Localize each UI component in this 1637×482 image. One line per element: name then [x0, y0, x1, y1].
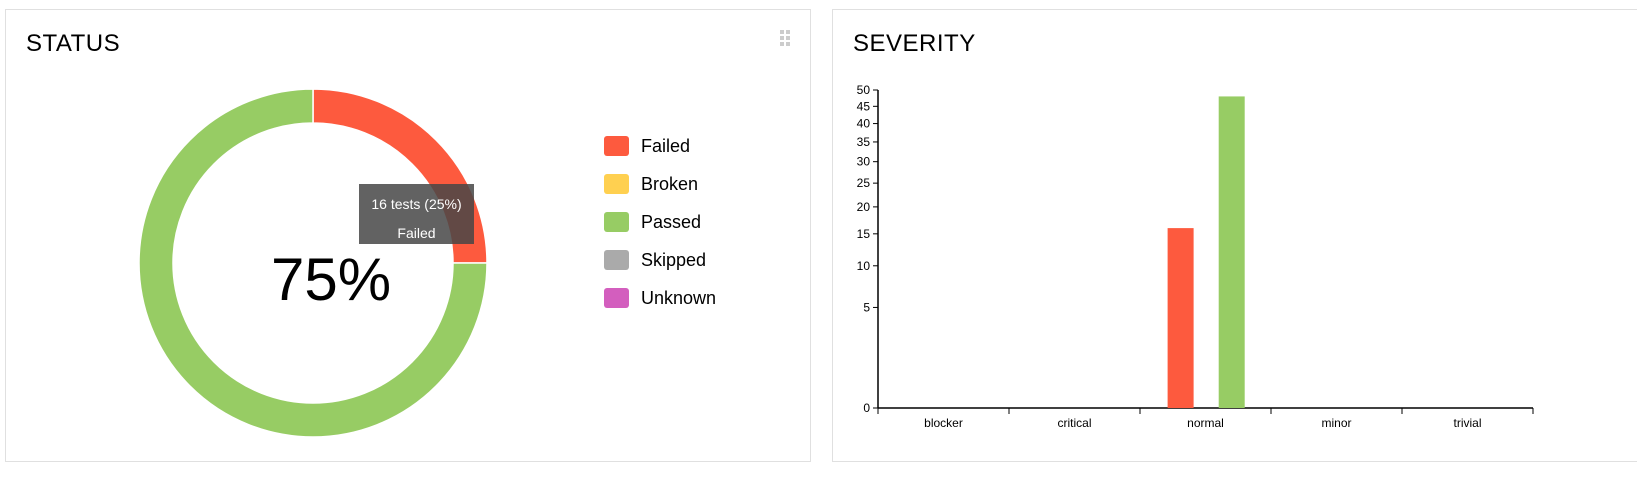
bar-normal-passed	[1218, 96, 1245, 409]
severity-widget: SEVERITY 0 5 10 15 20 25 30 35 40 45 50 blocker crit…	[832, 9, 1637, 462]
y-tick-label: 45	[857, 99, 871, 113]
y-tick-label: 15	[857, 227, 871, 241]
passed-percentage: 75%	[270, 246, 392, 313]
legend-item-unknown[interactable]: Unknown	[604, 279, 716, 317]
x-tick-label: minor	[1321, 416, 1351, 430]
donut-slice-passed[interactable]	[138, 88, 488, 438]
legend-swatch	[604, 250, 629, 270]
severity-title: SEVERITY	[853, 30, 976, 57]
legend-swatch	[604, 288, 629, 308]
legend-label: Skipped	[641, 249, 707, 270]
legend-label: Unknown	[641, 287, 717, 308]
chart-tooltip: 16 tests (25%) Failed	[359, 184, 474, 244]
status-widget: STATUS 75% 16 tests (25%) Failed Failed B…	[5, 9, 811, 462]
status-donut-chart	[138, 88, 488, 438]
x-tick-label: normal	[1187, 416, 1224, 430]
y-tick-label: 50	[857, 83, 871, 97]
y-tick-label: 35	[857, 135, 871, 149]
severity-bar-chart: 0 5 10 15 20 25 30 35 40 45 50 blocker critical norma…	[857, 83, 1534, 430]
tooltip-status: Failed	[397, 225, 436, 241]
drag-handle-icon[interactable]	[780, 30, 790, 46]
legend-label: Passed	[641, 211, 702, 232]
y-tick-label: 0	[863, 401, 870, 415]
y-tick-label: 25	[857, 176, 871, 190]
x-tick-label: critical	[1057, 416, 1091, 430]
status-title: STATUS	[26, 30, 121, 57]
y-tick-label: 30	[857, 155, 871, 169]
x-tick-label: trivial	[1453, 416, 1481, 430]
legend-item-passed[interactable]: Passed	[604, 203, 716, 241]
legend-swatch	[604, 174, 629, 194]
legend-item-failed[interactable]: Failed	[604, 127, 716, 165]
legend-item-broken[interactable]: Broken	[604, 165, 716, 203]
legend-label: Broken	[641, 173, 699, 194]
y-tick-label: 20	[857, 200, 871, 214]
y-tick-label: 10	[857, 259, 871, 273]
status-legend: Failed Broken Passed Skipped Unknown	[604, 127, 716, 317]
bar-normal-failed	[1167, 228, 1194, 408]
legend-swatch	[604, 136, 629, 156]
tooltip-count: 16 tests (25%)	[371, 196, 462, 212]
legend-label: Failed	[641, 135, 691, 156]
y-tick-label: 40	[857, 117, 871, 131]
y-tick-label: 5	[863, 300, 870, 314]
legend-item-skipped[interactable]: Skipped	[604, 241, 716, 279]
legend-swatch	[604, 212, 629, 232]
x-tick-label: blocker	[924, 416, 963, 430]
